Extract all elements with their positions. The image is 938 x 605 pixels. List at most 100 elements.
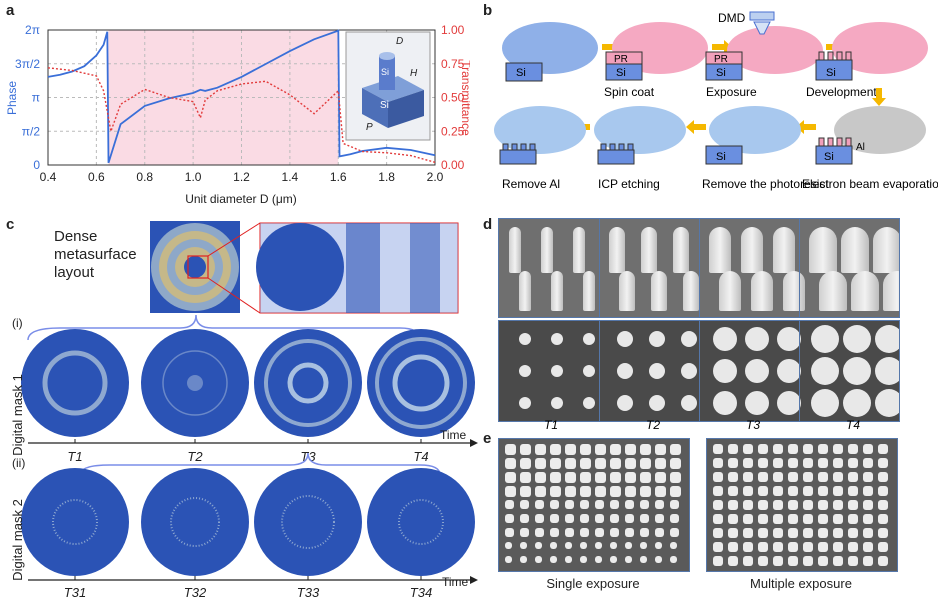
sem-element: [550, 444, 561, 455]
sem-dot: [745, 391, 769, 415]
sem-top-view: [498, 320, 900, 422]
sem-element: [833, 542, 843, 552]
sem-element: [713, 500, 723, 510]
sem-divider: [599, 219, 600, 317]
sem-element: [640, 500, 649, 509]
inset-si-pillar: Si: [381, 67, 389, 77]
sem-pillar: [719, 271, 741, 311]
sem-element: [640, 486, 651, 497]
sem-element: [655, 458, 666, 469]
sem-element: [535, 528, 544, 537]
sem-element: [863, 486, 873, 496]
sem-pillar: [873, 227, 899, 273]
sem-element: [788, 486, 798, 496]
sem-element: [655, 444, 666, 455]
sem-element: [610, 486, 621, 497]
sem-element: [878, 486, 888, 496]
sem-element: [610, 528, 619, 537]
sem-element: [878, 444, 888, 454]
sem-element: [773, 472, 783, 482]
sem-element: [610, 556, 617, 563]
phase-transmittance-chart: 0.4 0.6 0.8 1.0 1.2 1.4 1.6 1.8 2.0 0π/2π3π/22π …: [5, 23, 470, 206]
step-remove-pr: Remove the photoresist: [702, 177, 829, 191]
sem-element: [743, 556, 753, 566]
sem-pillar: [741, 227, 763, 273]
y-right-tick-label: 0.25: [441, 124, 465, 138]
sem-element: [595, 528, 604, 537]
sem-element: [640, 556, 647, 563]
sem-element: [713, 458, 723, 468]
sem-pillar: [609, 227, 625, 273]
caption-multiple: Multiple exposure: [750, 576, 852, 591]
sem-element: [610, 542, 617, 549]
sem-element: [520, 472, 531, 483]
sem-element: [788, 500, 798, 510]
sem-element: [625, 444, 636, 455]
sem-element: [773, 500, 783, 510]
sem-dot: [811, 357, 839, 385]
sem-element: [818, 528, 828, 538]
sem-element: [565, 500, 574, 509]
sem-dot: [777, 391, 801, 415]
sem-element: [713, 556, 723, 566]
sem-dot: [745, 359, 769, 383]
sem-element: [743, 472, 753, 482]
inset-d: D: [396, 36, 403, 47]
sem-element: [818, 472, 828, 482]
time-tick-label: T32: [184, 585, 207, 600]
sem-element: [743, 542, 753, 552]
sem-element: [713, 444, 723, 454]
sem-element: [788, 444, 798, 454]
sem-element: [848, 458, 858, 468]
sem-element: [655, 542, 662, 549]
sem-dot: [617, 363, 633, 379]
al-layer: Al: [856, 142, 865, 153]
si-layer-2: Si: [616, 67, 626, 79]
mask2-time-ticks: T31 T32 T33 T34: [64, 576, 432, 600]
sem-element: [505, 472, 516, 483]
sem-element: [818, 514, 828, 524]
sem-element: [535, 472, 546, 483]
sem-dot: [519, 365, 531, 377]
sem-element: [728, 514, 738, 524]
sem-element: [670, 528, 679, 537]
sem-element: [728, 458, 738, 468]
sem-dot: [843, 357, 871, 385]
sem-element: [863, 472, 873, 482]
sem-element: [758, 472, 768, 482]
sem-dot: [875, 357, 899, 385]
sem-dot: [519, 397, 531, 409]
sem-element: [863, 528, 873, 538]
y-right-tick-label: 0.50: [441, 91, 465, 105]
sem-element: [505, 486, 516, 497]
sem-dot: [617, 331, 633, 347]
sem-element: [580, 444, 591, 455]
sem-element: [863, 514, 873, 524]
sem-dot: [713, 391, 737, 415]
sem-element: [728, 472, 738, 482]
x-tick-label: 0.6: [88, 170, 105, 184]
sem-element: [610, 514, 619, 523]
y-left-tick-label: 0: [33, 158, 40, 172]
y-right-tick-label: 1.00: [441, 23, 465, 37]
sem-element: [535, 514, 544, 523]
sem-element: [580, 542, 587, 549]
sem-element: [670, 486, 681, 497]
si-layer-3: Si: [716, 67, 726, 79]
sem-element: [803, 528, 813, 538]
sem-element: [535, 458, 546, 469]
step-development: Development: [806, 85, 877, 99]
sem-element: [773, 542, 783, 552]
sem-element: [833, 500, 843, 510]
sem-element: [713, 472, 723, 482]
x-tick-label: 1.6: [330, 170, 347, 184]
sem-element: [788, 542, 798, 552]
sem-dot: [649, 395, 665, 411]
sem-pillar: [509, 227, 521, 273]
sem-element: [833, 472, 843, 482]
x-tick-label: 0.4: [40, 170, 57, 184]
sem-element: [655, 556, 662, 563]
sem-element: [878, 472, 888, 482]
sem-element: [535, 542, 542, 549]
sem-pillar: [683, 271, 699, 311]
